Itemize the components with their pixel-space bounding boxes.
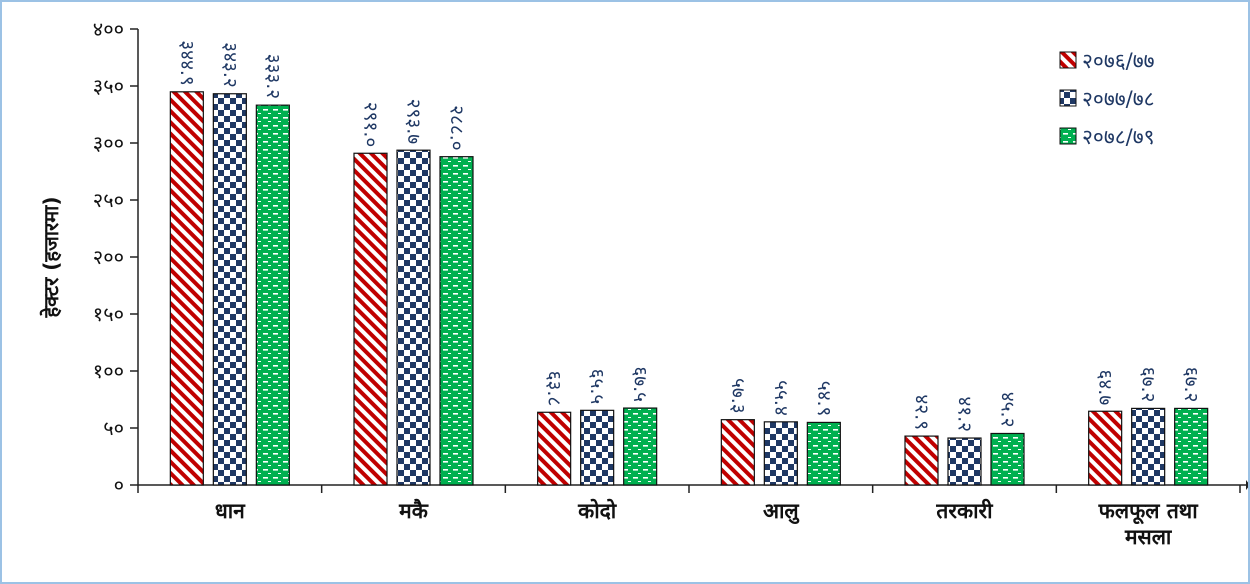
category-labels: धान मकै कोदो आलु तरकारी फलफूल तथामसला (215, 498, 1199, 549)
data-label: ४२.९ (911, 394, 933, 430)
bar (212, 93, 247, 486)
category-label: मसला (1124, 525, 1173, 549)
category-label: मकै (398, 498, 429, 523)
bar (580, 409, 615, 486)
bars (169, 91, 1209, 486)
data-label: २८८.० (446, 105, 468, 151)
axes: ० ५० १०० १५० २०० २५० ३०० ३५० ४०० (93, 17, 1248, 497)
data-label: ३४३.२ (219, 42, 241, 88)
y-tick-label: २५० (93, 188, 124, 212)
bar (255, 104, 290, 486)
y-axis-title-group: हेक्टर (हजारमा) (39, 197, 63, 319)
x-axis-arrow (1246, 480, 1248, 490)
y-tick-label: १५० (93, 302, 124, 326)
category-label: तरकारी (935, 498, 994, 523)
bar (439, 156, 474, 486)
data-label: ५७.३ (727, 378, 749, 414)
legend-swatch (1059, 51, 1077, 69)
data-label: २९३.७ (403, 99, 425, 145)
category-label: धान (215, 499, 246, 523)
bar (537, 411, 572, 486)
legend: २०७६/७७ २०७७/७८ २०७८/७९ (1059, 49, 1155, 149)
y-tick-label: २०० (93, 245, 124, 269)
bar (904, 435, 939, 486)
y-tick-label: ५० (103, 416, 124, 440)
data-label: ६३.८ (543, 371, 565, 407)
category-label: आलु (763, 499, 800, 525)
legend-label: २०७८/७९ (1082, 125, 1155, 149)
bar (169, 91, 204, 486)
y-tick-label: ३०० (93, 131, 124, 155)
data-label: ६७.२ (1180, 367, 1202, 403)
data-label: ६५.५ (586, 369, 608, 405)
bar (623, 407, 658, 486)
bar (806, 421, 841, 486)
bar (1131, 407, 1166, 486)
bar (763, 421, 798, 486)
data-label: ४१.२ (954, 396, 976, 432)
data-label: ५५.४ (770, 380, 792, 416)
data-label: ३३३.२ (262, 54, 284, 100)
y-tick-label: ३५० (93, 74, 124, 98)
data-label: ६४.७ (1094, 370, 1116, 406)
y-tick-label: १०० (93, 359, 124, 383)
legend-label: २०७६/७७ (1082, 49, 1155, 73)
data-label: २९१.० (360, 102, 382, 148)
y-axis-title: हेक्टर (हजारमा) (39, 197, 63, 319)
legend-swatch (1059, 89, 1077, 107)
y-tick-label: ४०० (93, 17, 124, 41)
data-label: ५४.९ (813, 381, 835, 417)
data-label: ६७.५ (629, 366, 651, 402)
category-label: कोदो (577, 498, 618, 523)
y-tick-label: ० (114, 473, 124, 497)
data-label: ४५.२ (997, 392, 1019, 428)
bar (990, 432, 1025, 486)
category-label: फलफूल तथा (1098, 499, 1200, 525)
legend-swatch (1059, 127, 1077, 145)
data-labels: ३४४.९ ३४३.२ ३३३.२ २९१.० २९३.७ २८८.० ६३.८ ६५.५ ६७… (176, 40, 1202, 432)
bar (720, 419, 755, 486)
bar (1174, 407, 1209, 486)
bar (396, 149, 431, 486)
data-label: ६७.२ (1137, 367, 1159, 403)
bar (353, 152, 388, 486)
data-label: ३४४.९ (176, 40, 198, 86)
bar (947, 437, 982, 486)
bar (1088, 410, 1123, 486)
legend-label: २०७७/७८ (1082, 87, 1155, 111)
